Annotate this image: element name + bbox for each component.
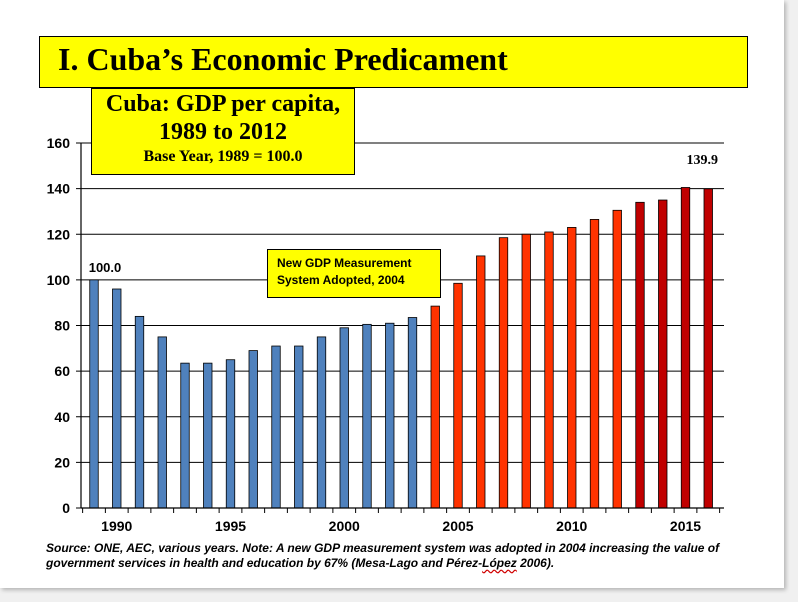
bar-2009 — [544, 231, 554, 509]
bar-2007 — [498, 237, 509, 509]
bar-2005 — [453, 282, 463, 509]
bar-2003 — [407, 317, 418, 509]
bar-1994 — [203, 362, 213, 509]
x-tick-label: 2010 — [556, 518, 587, 534]
bar-1997 — [271, 345, 281, 509]
chart-title-line1: Cuba: GDP per capita, — [105, 91, 341, 117]
bar-2013 — [635, 201, 645, 509]
y-tick-label: 160 — [47, 135, 71, 151]
gdp-bar-chart: 0 20 40 60 80 100 120 140 160 1990 1995 2000 2005 201… — [47, 135, 724, 534]
tick-labels: 0 20 40 60 80 100 120 140 160 1990 1995 2000 2005 201… — [47, 135, 718, 534]
bar-2014 — [658, 199, 668, 509]
y-tick-label: 60 — [54, 363, 70, 379]
slide-title: I. Cuba’s Economic Predicament — [58, 41, 508, 77]
bar-2000 — [339, 327, 349, 509]
y-tick-label: 80 — [54, 318, 70, 334]
bar-2016 — [703, 188, 713, 509]
y-tick-label: 120 — [47, 226, 71, 242]
gdp-measurement-note: New GDP Measurement System Adopted, 2004 — [267, 249, 441, 298]
bar-2002 — [385, 322, 395, 509]
y-tick-label: 0 — [62, 500, 70, 516]
x-tick-label: 1995 — [215, 518, 246, 534]
bar-1998 — [294, 345, 304, 509]
slide: 0 20 40 60 80 100 120 140 160 1990 1995 2000 2005 201… — [0, 0, 784, 588]
bar-1991 — [134, 315, 145, 509]
x-tick-label: 2005 — [442, 518, 473, 534]
bar-2006 — [476, 255, 486, 509]
source-part3: 2006). — [516, 556, 555, 570]
note-line2: System Adopted, 2004 — [277, 273, 405, 287]
gridlines — [81, 142, 724, 463]
x-tick-label: 2015 — [670, 518, 701, 534]
source-note: Source: ONE, AEC, various years. Note: A… — [46, 541, 746, 571]
chart-title-box: Cuba: GDP per capita, 1989 to 2012 Base … — [91, 88, 355, 175]
bar-1993 — [180, 362, 190, 509]
bar-1992 — [157, 336, 167, 509]
bar-2012 — [612, 209, 622, 509]
x-tick-label: 1990 — [101, 518, 132, 534]
bars — [89, 187, 713, 509]
axes — [76, 142, 724, 513]
y-tick-label: 20 — [54, 454, 70, 470]
bar-2015 — [680, 187, 691, 509]
source-part2: López — [482, 556, 517, 570]
chart-base-year: Base Year, 1989 = 100.0 — [143, 148, 303, 165]
y-tick-label: 40 — [54, 409, 70, 425]
bar-1996 — [248, 350, 258, 509]
bar-2010 — [567, 227, 577, 509]
data-label: 139.9 — [687, 153, 719, 168]
title-banner: I. Cuba’s Economic Predicament — [39, 36, 748, 88]
bar-1990 — [112, 288, 122, 509]
data-label: 100.0 — [89, 260, 122, 275]
x-tick-label: 2000 — [329, 518, 360, 534]
y-tick-label: 100 — [47, 272, 71, 288]
bar-1999 — [316, 336, 327, 509]
bar-2011 — [589, 219, 600, 509]
bar-1989 — [89, 279, 99, 509]
note-line1: New GDP Measurement — [277, 256, 412, 270]
bar-2001 — [362, 323, 372, 509]
source-part1: Source: ONE, AEC, various years. Note: A… — [46, 541, 720, 570]
y-tick-label: 140 — [47, 181, 71, 197]
chart-title-line2: 1989 to 2012 — [159, 119, 287, 145]
bar-2008 — [521, 233, 531, 509]
bar-1995 — [225, 359, 236, 509]
bar-2004 — [430, 305, 440, 509]
